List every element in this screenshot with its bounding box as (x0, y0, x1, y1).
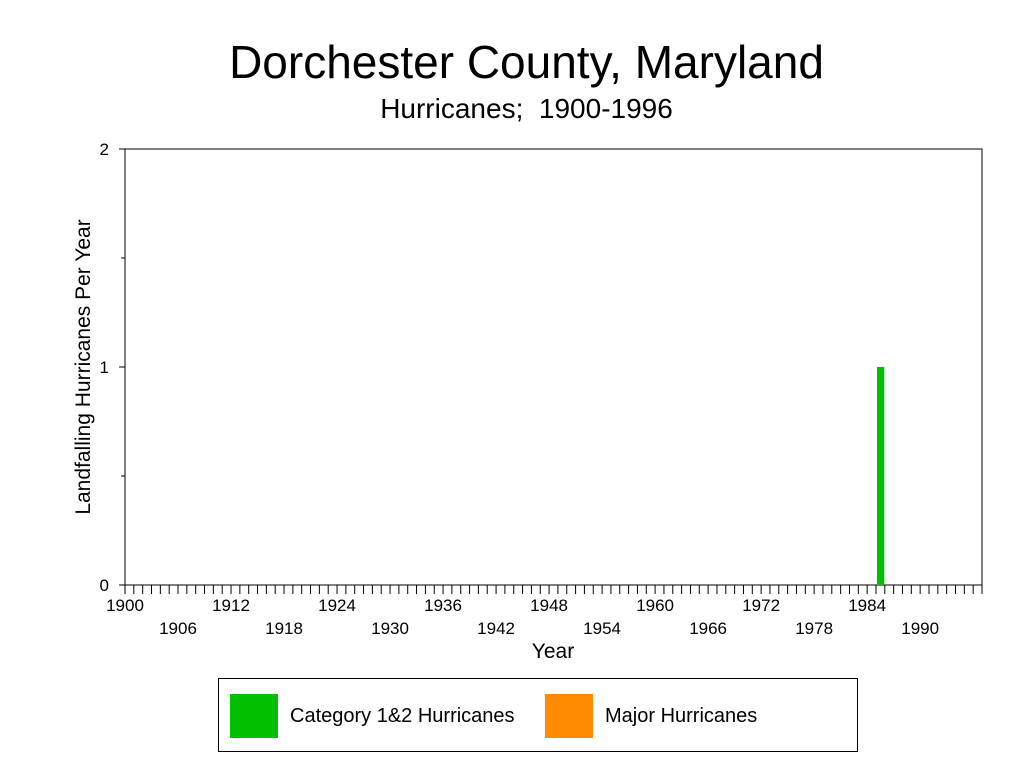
x-tick-label: 1978 (795, 619, 833, 638)
x-tick-label: 1990 (901, 619, 939, 638)
chart-subtitle: Hurricanes; 1900-1996 (380, 93, 673, 124)
legend-swatch-major (545, 694, 593, 738)
x-tick-label: 1984 (848, 596, 886, 615)
legend-label-category-1-2: Category 1&2 Hurricanes (290, 705, 515, 727)
x-tick-label: 1966 (689, 619, 727, 638)
x-tick-label: 1924 (318, 596, 356, 615)
y-tick-label: 1 (100, 358, 109, 377)
y-tick-label: 0 (100, 576, 109, 595)
x-axis: 1900 1912 1924 1936 1948 1960 1972 1984 1906 1918… (106, 585, 983, 638)
x-tick-label: 1972 (742, 596, 780, 615)
bar (876, 367, 885, 585)
x-tick-label: 1942 (477, 619, 515, 638)
x-tick-label: 1900 (106, 596, 144, 615)
legend-label-major: Major Hurricanes (605, 705, 758, 727)
bars (876, 367, 885, 585)
plot-frame (124, 148, 983, 586)
x-tick-label: 1954 (583, 619, 621, 638)
x-tick-label: 1930 (371, 619, 409, 638)
x-tick-label: 1906 (159, 619, 197, 638)
x-tick-label: 1918 (265, 619, 303, 638)
x-tick-label: 1936 (424, 596, 462, 615)
x-tick-label: 1960 (636, 596, 674, 615)
legend: Category 1&2 Hurricanes Major Hurricanes (218, 678, 858, 752)
y-axis: 0 1 2 (100, 140, 125, 595)
chart-title: Dorchester County, Maryland (229, 36, 824, 88)
chart-plot: 0 1 2 1900 1912 1924 1936 1948 1960 1972 1984 1906… (72, 140, 983, 663)
legend-swatch-category-1-2 (230, 694, 278, 738)
x-tick-label: 1948 (530, 596, 568, 615)
y-axis-label: Landfalling Hurricanes Per Year (72, 219, 95, 514)
y-tick-label: 2 (100, 140, 109, 159)
x-axis-label: Year (532, 640, 574, 663)
x-tick-label: 1912 (212, 596, 250, 615)
